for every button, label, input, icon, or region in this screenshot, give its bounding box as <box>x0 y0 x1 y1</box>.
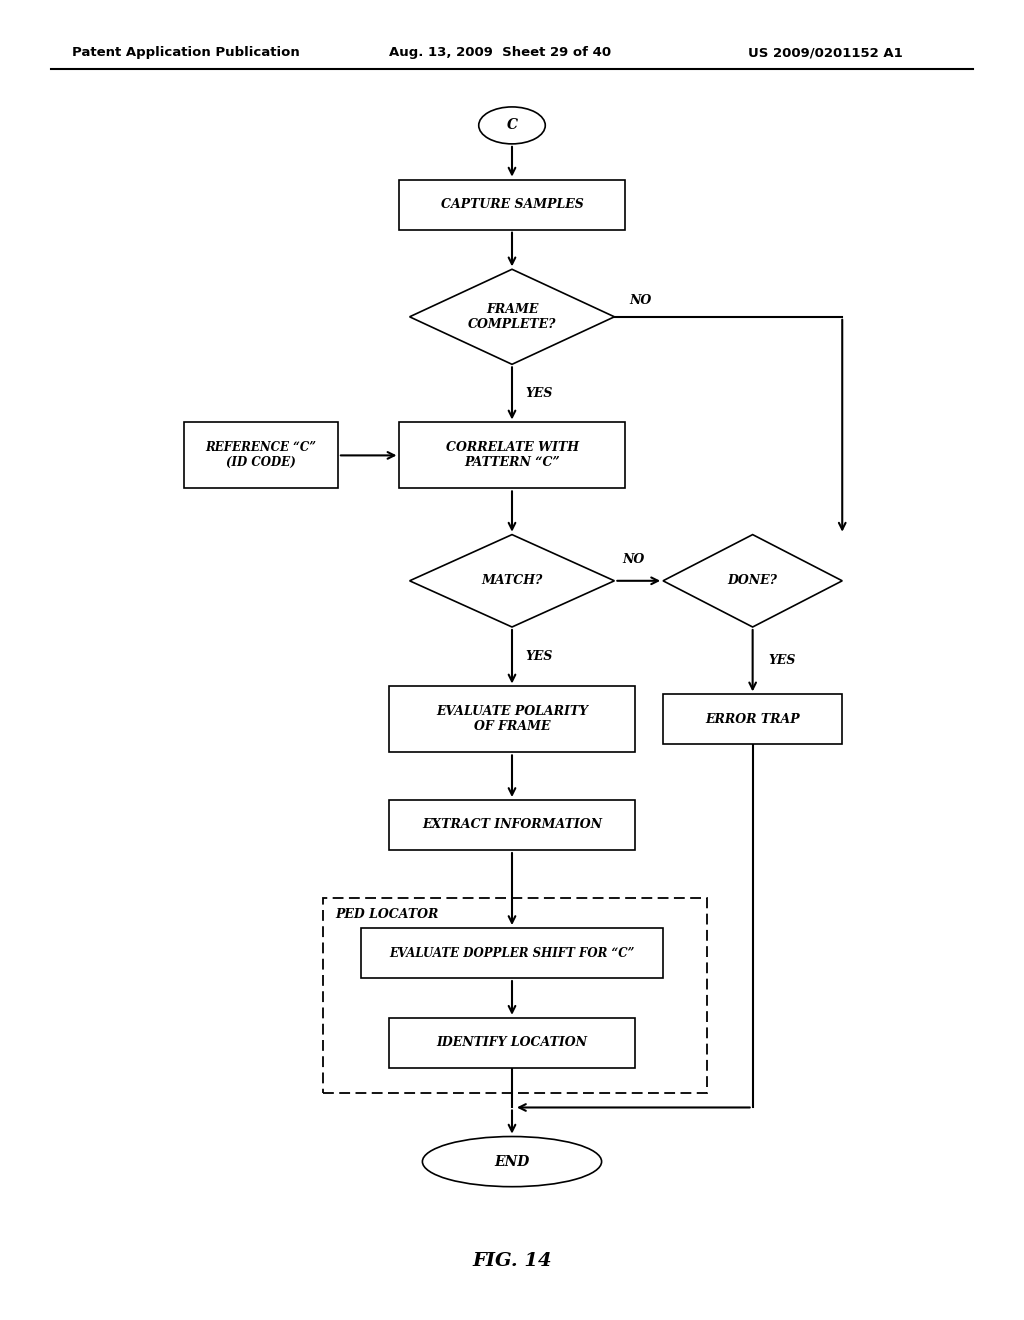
Text: EVALUATE DOPPLER SHIFT FOR “C”: EVALUATE DOPPLER SHIFT FOR “C” <box>389 946 635 960</box>
Text: NO: NO <box>630 294 652 308</box>
Text: END: END <box>495 1155 529 1168</box>
Text: YES: YES <box>768 655 796 667</box>
FancyBboxPatch shape <box>361 928 664 978</box>
Text: CAPTURE SAMPLES: CAPTURE SAMPLES <box>440 198 584 211</box>
Text: REFERENCE “C”
(ID CODE): REFERENCE “C” (ID CODE) <box>206 441 316 470</box>
Polygon shape <box>410 535 614 627</box>
Text: Aug. 13, 2009  Sheet 29 of 40: Aug. 13, 2009 Sheet 29 of 40 <box>389 46 611 59</box>
Text: PED LOCATOR: PED LOCATOR <box>335 908 438 921</box>
Ellipse shape <box>422 1137 602 1187</box>
Text: MATCH?: MATCH? <box>481 574 543 587</box>
Text: YES: YES <box>525 651 553 663</box>
Text: NO: NO <box>623 553 645 566</box>
Text: EXTRACT INFORMATION: EXTRACT INFORMATION <box>422 818 602 832</box>
Text: CORRELATE WITH
PATTERN “C”: CORRELATE WITH PATTERN “C” <box>445 441 579 470</box>
Text: IDENTIFY LOCATION: IDENTIFY LOCATION <box>436 1036 588 1049</box>
FancyBboxPatch shape <box>399 422 625 488</box>
Text: DONE?: DONE? <box>728 574 777 587</box>
Text: FRAME
COMPLETE?: FRAME COMPLETE? <box>468 302 556 331</box>
Text: US 2009/0201152 A1: US 2009/0201152 A1 <box>748 46 902 59</box>
Text: Patent Application Publication: Patent Application Publication <box>72 46 299 59</box>
Ellipse shape <box>479 107 545 144</box>
Polygon shape <box>664 535 842 627</box>
Text: FIG. 14: FIG. 14 <box>472 1251 552 1270</box>
Text: C: C <box>507 119 517 132</box>
Polygon shape <box>410 269 614 364</box>
Text: ERROR TRAP: ERROR TRAP <box>706 713 800 726</box>
FancyBboxPatch shape <box>389 686 635 752</box>
FancyBboxPatch shape <box>389 1018 635 1068</box>
Text: EVALUATE POLARITY
OF FRAME: EVALUATE POLARITY OF FRAME <box>436 705 588 734</box>
FancyBboxPatch shape <box>399 180 625 230</box>
FancyBboxPatch shape <box>389 800 635 850</box>
FancyBboxPatch shape <box>184 422 338 488</box>
FancyBboxPatch shape <box>664 694 842 744</box>
Text: YES: YES <box>525 387 553 400</box>
Bar <box>323 898 707 1093</box>
